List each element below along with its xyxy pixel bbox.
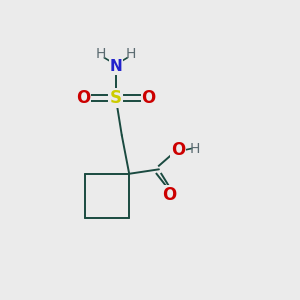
Text: H: H bbox=[125, 47, 136, 61]
Text: N: N bbox=[110, 59, 122, 74]
Text: H: H bbox=[96, 47, 106, 61]
Text: O: O bbox=[141, 89, 156, 107]
Text: H: H bbox=[189, 142, 200, 155]
Text: O: O bbox=[171, 141, 185, 159]
Text: O: O bbox=[76, 89, 90, 107]
Text: S: S bbox=[110, 89, 122, 107]
Text: O: O bbox=[162, 186, 176, 204]
